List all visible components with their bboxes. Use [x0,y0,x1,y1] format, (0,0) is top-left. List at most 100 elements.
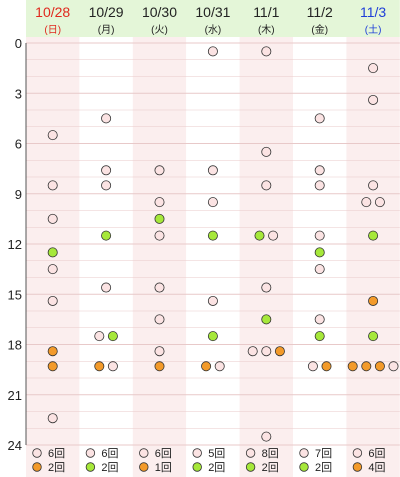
event-dot-pink[interactable] [47,295,58,306]
event-dot-orange[interactable] [374,361,385,372]
event-dot-pink[interactable] [101,282,112,293]
event-dot-pink[interactable] [154,197,165,208]
day-date-label[interactable]: 10/30 [142,4,177,20]
day-date-label[interactable]: 10/29 [89,4,124,20]
event-dot-green[interactable] [107,331,118,342]
event-dot-pink[interactable] [261,346,272,357]
event-dot-pink[interactable] [154,165,165,176]
event-dot-pink[interactable] [261,282,272,293]
event-dot-pink[interactable] [388,361,399,372]
event-dot-orange[interactable] [201,361,212,372]
summary-dot-orange [32,462,42,472]
summary-dot-green [245,462,256,472]
day-column-bg [346,37,400,477]
event-dot-green[interactable] [101,230,112,241]
event-dot-pink[interactable] [101,165,112,176]
day-date-label[interactable]: 11/2 [307,4,333,20]
event-dot-green[interactable] [261,314,272,325]
event-dot-pink[interactable] [207,197,218,208]
event-dot-pink[interactable] [101,113,112,124]
event-dot-pink[interactable] [207,46,218,57]
event-dot-green[interactable] [154,213,165,224]
event-dot-orange[interactable] [94,361,105,372]
event-dot-pink[interactable] [368,94,379,105]
event-dot-green[interactable] [207,331,218,342]
event-dot-pink[interactable] [154,282,165,293]
event-dot-pink[interactable] [314,113,325,124]
event-dot-pink[interactable] [307,361,318,372]
event-dot-pink[interactable] [261,431,272,442]
event-dot-pink[interactable] [47,264,58,275]
summary-count-label: 2回 [315,461,332,474]
event-dot-orange[interactable] [368,295,379,306]
summary-count-label: 6回 [48,447,65,460]
event-dot-pink[interactable] [247,346,258,357]
event-dot-pink[interactable] [361,197,372,208]
day-column-bg [186,37,240,477]
event-dot-pink[interactable] [47,213,58,224]
event-dot-pink[interactable] [47,180,58,191]
event-dot-green[interactable] [254,230,265,241]
event-dot-green[interactable] [368,230,379,241]
event-dot-pink[interactable] [261,146,272,157]
event-dot-orange[interactable] [47,361,58,372]
summary-dot-green [299,462,309,472]
event-dot-orange[interactable] [154,361,165,372]
event-dot-green[interactable] [207,230,218,241]
day-date-label[interactable]: 11/3 [360,4,386,20]
event-dot-pink[interactable] [207,295,218,306]
event-dot-pink[interactable] [207,165,218,176]
event-dot-pink[interactable] [154,314,165,325]
event-dot-pink[interactable] [261,46,272,57]
event-dot-pink[interactable] [47,413,58,424]
summary-count-label: 2回 [48,461,65,474]
event-dot-pink[interactable] [107,361,118,372]
event-dot-pink[interactable] [101,180,112,191]
summary-dot-green [192,462,202,472]
y-tick-label: 21 [8,388,22,403]
event-dot-pink[interactable] [154,346,165,357]
summary-count-label: 4回 [368,461,385,474]
summary-dot-pink [139,448,149,458]
event-dot-pink[interactable] [314,314,325,325]
y-tick-label: 15 [8,287,22,302]
day-date-label[interactable]: 10/28 [35,4,70,20]
event-dot-orange[interactable] [347,361,358,372]
event-dot-pink[interactable] [268,230,279,241]
event-dot-green[interactable] [368,331,379,342]
event-dot-pink[interactable] [261,180,272,191]
y-tick-label: 6 [15,137,22,152]
event-dot-green[interactable] [47,247,58,258]
y-tick-label: 12 [8,237,22,252]
y-tick-label: 3 [15,86,22,101]
event-dot-pink[interactable] [314,165,325,176]
day-date-label[interactable]: 10/31 [195,4,230,20]
event-dot-pink[interactable] [374,197,385,208]
summary-count-label: 8回 [262,447,279,460]
event-dot-orange[interactable] [321,361,332,372]
event-dot-orange[interactable] [47,346,58,357]
event-dot-orange[interactable] [361,361,372,372]
event-dot-pink[interactable] [368,63,379,74]
event-dot-pink[interactable] [94,331,105,342]
event-dot-pink[interactable] [154,230,165,241]
event-dot-pink[interactable] [368,180,379,191]
day-weekday-label: (火) [151,24,168,36]
day-date-label[interactable]: 11/1 [253,4,279,20]
event-dot-pink[interactable] [47,130,58,141]
event-dot-green[interactable] [314,247,325,258]
event-dot-pink[interactable] [314,264,325,275]
summary-dot-pink [245,448,256,458]
event-dot-pink[interactable] [314,230,325,241]
day-column-bg [239,37,293,477]
event-dot-orange[interactable] [274,346,285,357]
event-dot-pink[interactable] [214,361,225,372]
day-weekday-label: (月) [98,24,115,36]
summary-count-label: 6回 [155,447,172,460]
event-dot-pink[interactable] [314,180,325,191]
y-tick-label: 24 [8,438,22,453]
summary-dot-pink [352,448,363,458]
day-weekday-label: (金) [311,23,328,36]
event-dot-green[interactable] [314,331,325,342]
